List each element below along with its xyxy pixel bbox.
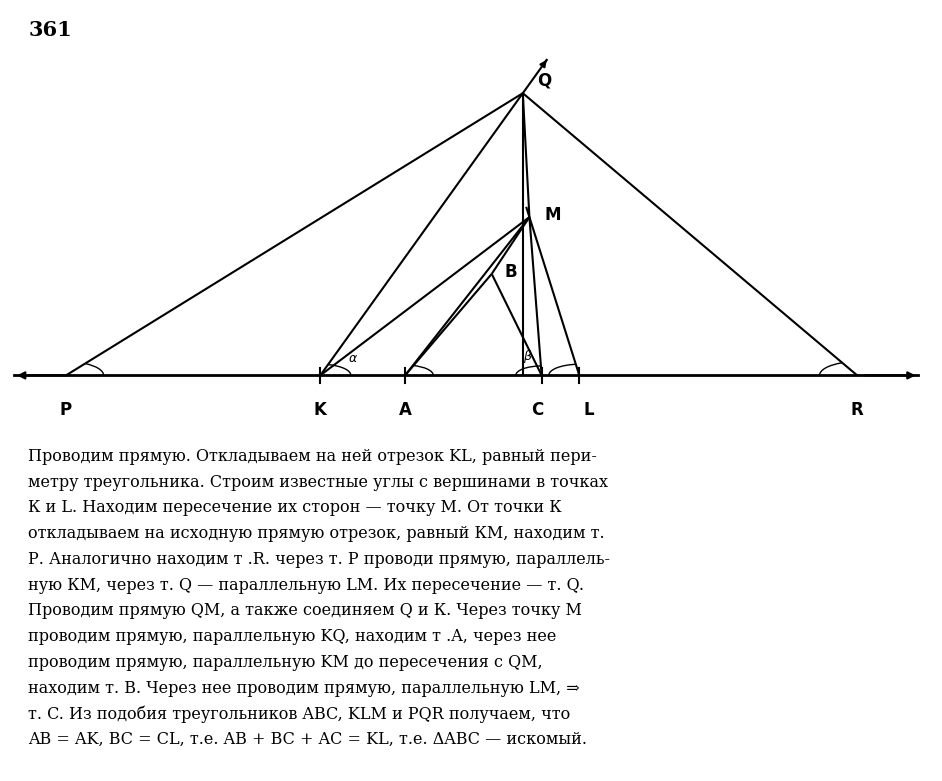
Text: M: M — [544, 206, 561, 224]
Text: откладываем на исходную прямую отрезок, равный КМ, находим т.: откладываем на исходную прямую отрезок, … — [28, 525, 605, 542]
Text: A: A — [398, 401, 412, 419]
Text: $\alpha$: $\alpha$ — [349, 352, 358, 365]
Text: К и L. Находим пересечение их сторон — точку M. От точки К: К и L. Находим пересечение их сторон — т… — [28, 500, 561, 516]
Text: K: K — [314, 401, 327, 419]
Text: P: P — [60, 401, 72, 419]
Text: метру треугольника. Строим известные углы с вершинами в точках: метру треугольника. Строим известные угл… — [28, 474, 609, 490]
Text: Проводим прямую. Откладываем на ней отрезок KL, равный пери-: Проводим прямую. Откладываем на ней отре… — [28, 448, 597, 465]
Text: B: B — [505, 263, 517, 281]
Text: C: C — [530, 401, 544, 419]
Text: $\beta$: $\beta$ — [523, 348, 532, 365]
Text: проводим прямую, параллельную KQ, находим т .A, через нее: проводим прямую, параллельную KQ, находи… — [28, 628, 557, 645]
Text: проводим прямую, параллельную KM до пересечения с QM,: проводим прямую, параллельную KM до пере… — [28, 654, 543, 671]
Text: находим т. B. Через нее проводим прямую, параллельную LM, ⇒: находим т. B. Через нее проводим прямую,… — [28, 679, 580, 697]
Text: L: L — [583, 401, 594, 419]
Text: Р. Аналогично находим т .R. через т. Р проводи прямую, параллель-: Р. Аналогично находим т .R. через т. Р п… — [28, 551, 610, 568]
Text: Проводим прямую QM, а также соединяем Q и К. Через точку M: Проводим прямую QM, а также соединяем Q … — [28, 602, 582, 619]
Text: Q: Q — [537, 71, 551, 89]
Text: 361: 361 — [28, 20, 72, 40]
Text: AB = AK, BC = CL, т.е. AB + BC + AC = KL, т.е. ΔABC — искомый.: AB = AK, BC = CL, т.е. AB + BC + AC = KL… — [28, 731, 587, 748]
Text: ную КМ, через т. Q — параллельную LM. Их пересечение — т. Q.: ную КМ, через т. Q — параллельную LM. Их… — [28, 576, 584, 594]
Text: R: R — [851, 401, 864, 419]
Text: т. C. Из подобия треугольников ABC, KLM и PQR получаем, что: т. C. Из подобия треугольников ABC, KLM … — [28, 705, 571, 723]
